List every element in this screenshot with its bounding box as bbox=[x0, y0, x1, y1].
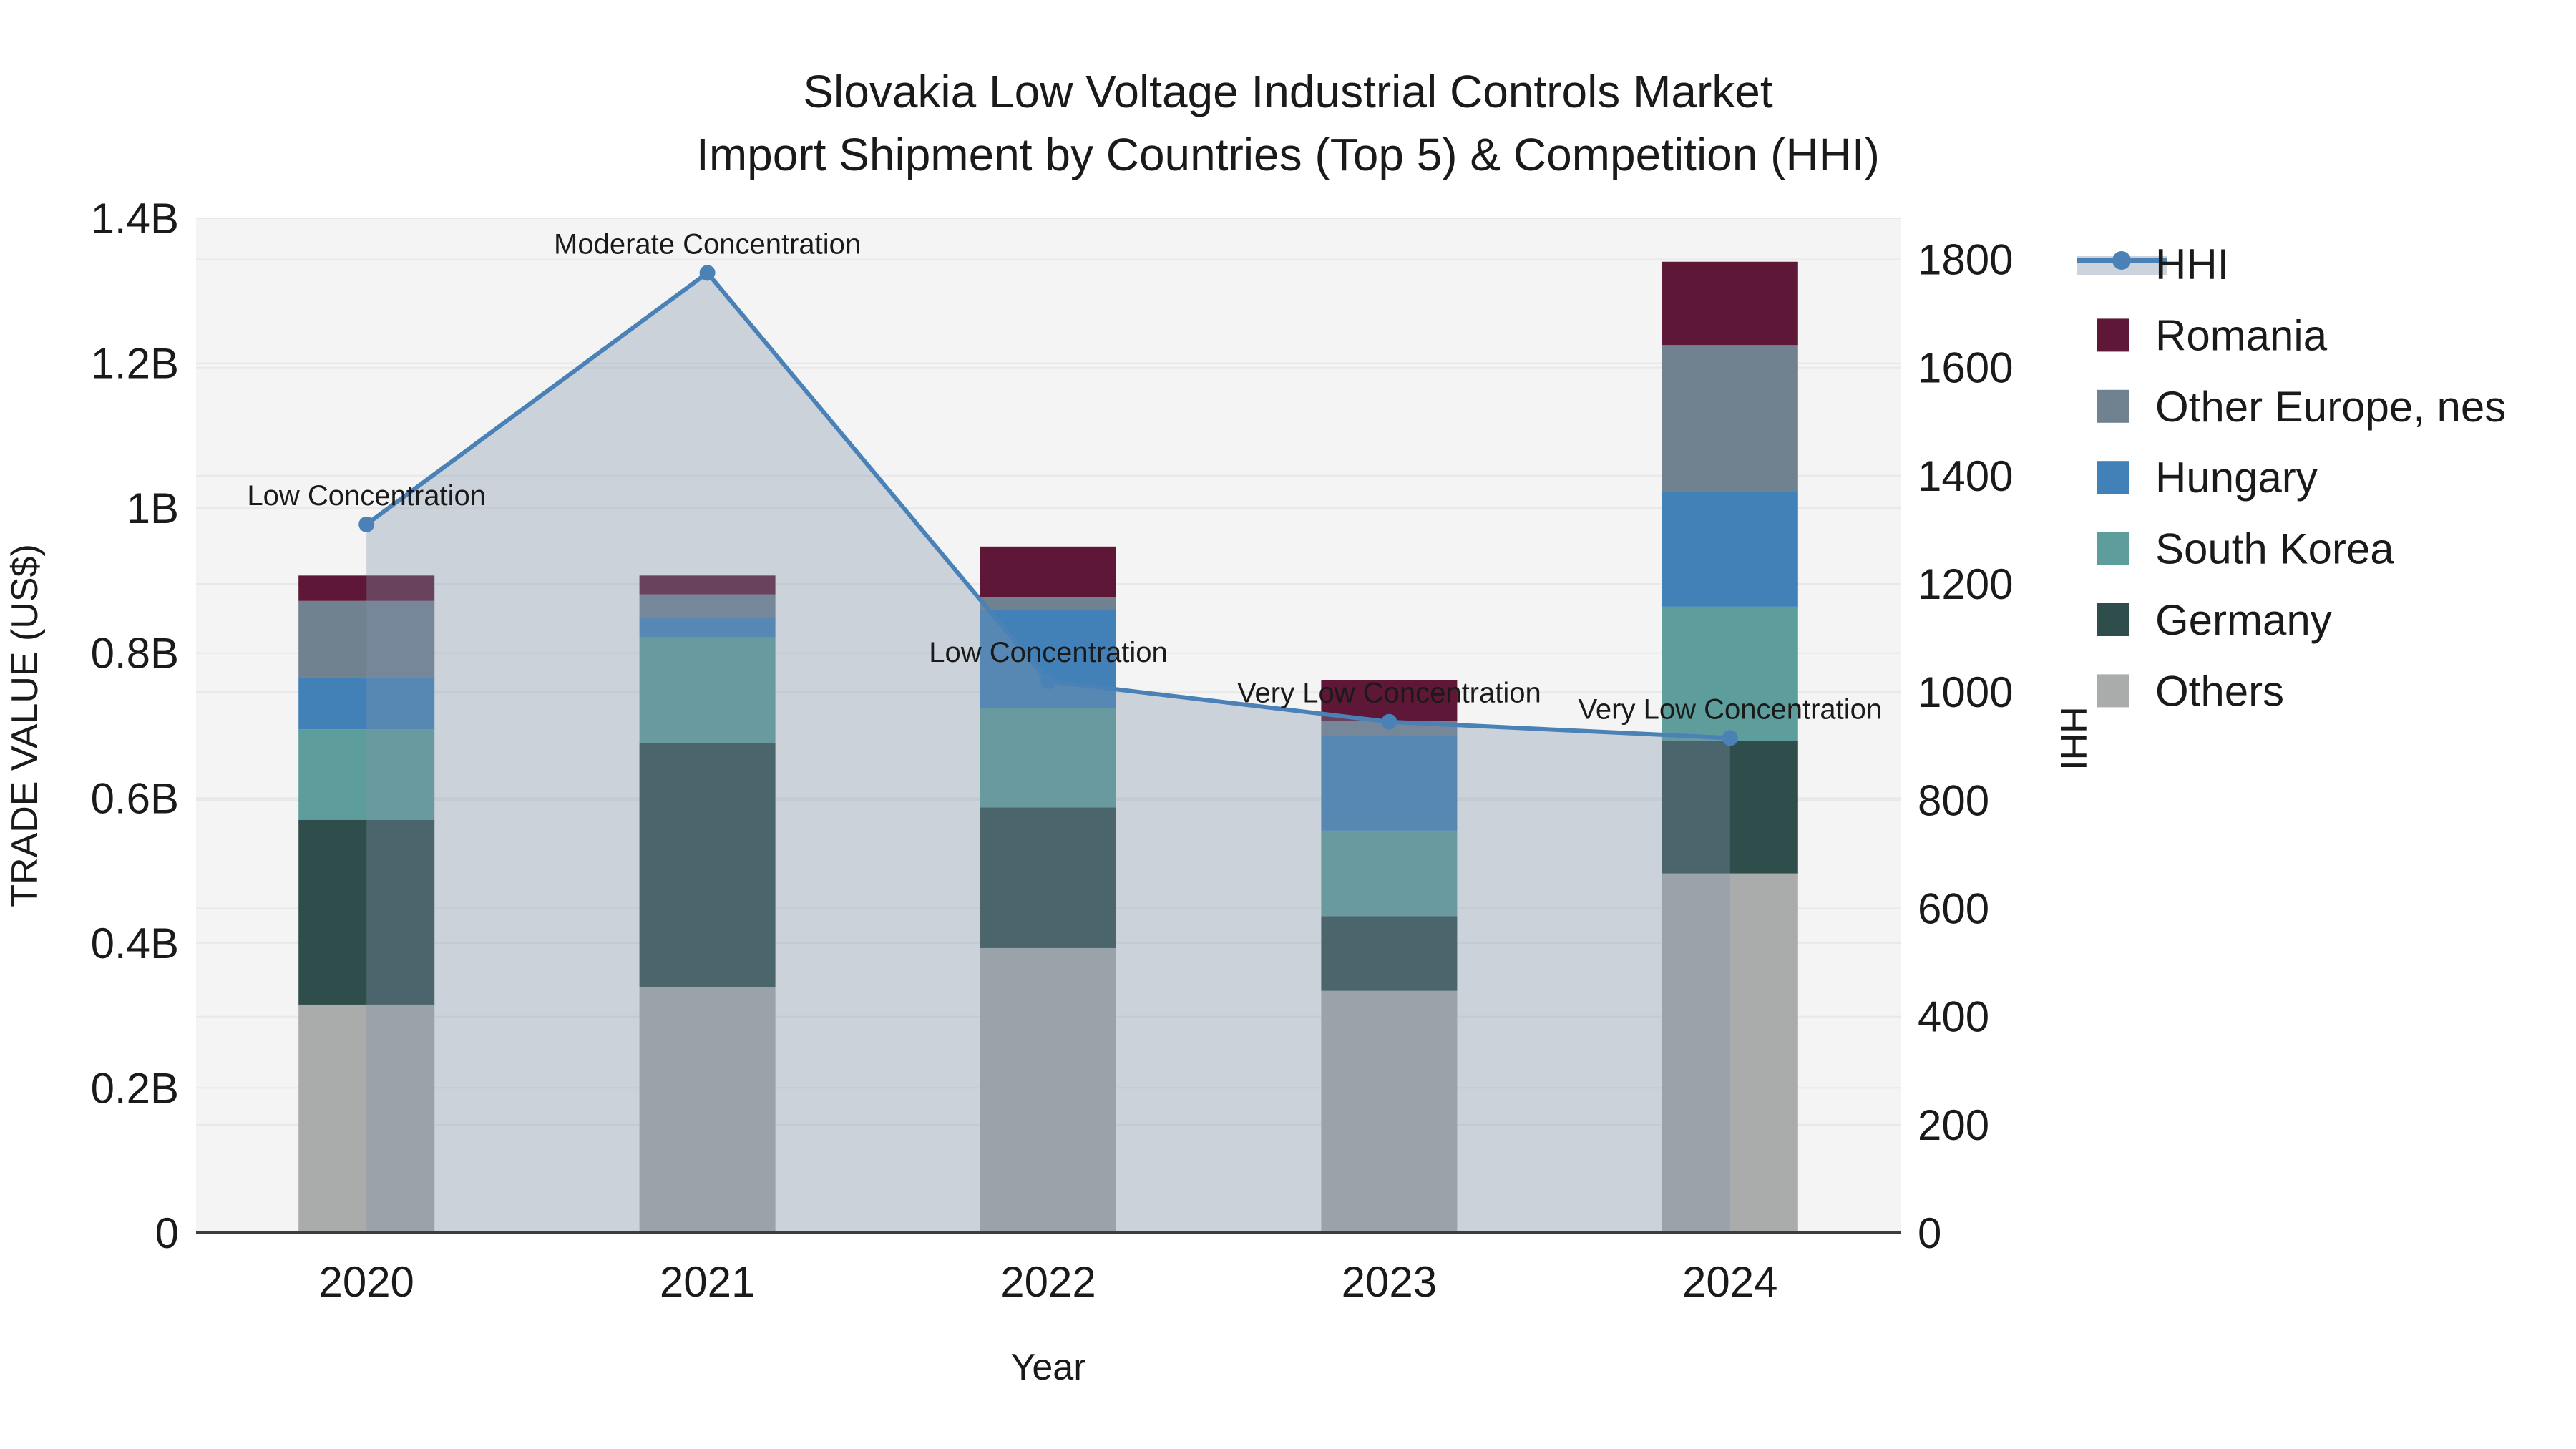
legend-swatch-Romania bbox=[2097, 318, 2129, 352]
x-tick-2024: 2024 bbox=[1682, 1258, 1777, 1306]
annotation-2024: Very Low Concentration bbox=[1578, 693, 1882, 725]
legend-swatch-South Korea bbox=[2097, 532, 2129, 565]
y-left-tick-1.2B: 1.2B bbox=[91, 340, 179, 388]
bar-segment-2022-Others[interactable] bbox=[980, 947, 1116, 1233]
y-right-tick-800: 800 bbox=[1918, 776, 1989, 824]
legend-item-Other Europe, nes[interactable]: Other Europe, nes bbox=[2097, 383, 2506, 431]
bar-segment-2022-Other Europe, nes[interactable] bbox=[980, 597, 1116, 610]
legend-label-Other Europe, nes: Other Europe, nes bbox=[2155, 383, 2506, 431]
legend-swatch-Others bbox=[2097, 674, 2129, 708]
bar-segment-2024-Others[interactable] bbox=[1662, 873, 1798, 1233]
annotation-2023: Very Low Concentration bbox=[1237, 678, 1541, 709]
legend-item-Romania[interactable]: Romania bbox=[2097, 311, 2328, 359]
chart-title-line1: Slovakia Low Voltage Industrial Controls… bbox=[803, 66, 1773, 117]
bar-segment-2024-South Korea[interactable] bbox=[1662, 606, 1798, 741]
legend-swatch-Other Europe, nes bbox=[2097, 389, 2129, 423]
bar-segment-2020-Hungary[interactable] bbox=[298, 677, 435, 730]
y-right-tick-1400: 1400 bbox=[1918, 452, 2013, 500]
legend-item-South Korea[interactable]: South Korea bbox=[2097, 525, 2394, 573]
legend-label-Hungary: Hungary bbox=[2155, 454, 2318, 502]
stacked-bars bbox=[298, 261, 1798, 1233]
hhi-marker-2020[interactable] bbox=[358, 516, 375, 532]
chart-title-line2: Import Shipment by Countries (Top 5) & C… bbox=[696, 129, 1880, 180]
x-axis-title: Year bbox=[1010, 1347, 1085, 1388]
bar-segment-2023-Hungary[interactable] bbox=[1321, 736, 1458, 831]
legend-item-Others[interactable]: Others bbox=[2097, 667, 2284, 715]
hhi-line-group bbox=[358, 265, 1738, 746]
hhi-marker-2023[interactable] bbox=[1381, 713, 1397, 730]
y-right-tick-1800: 1800 bbox=[1918, 235, 2013, 283]
annotation-2020: Low Concentration bbox=[247, 480, 486, 512]
annotation-2021: Moderate Concentration bbox=[554, 228, 861, 260]
hhi-marker-2021[interactable] bbox=[699, 265, 716, 281]
bar-segment-2024-Romania[interactable] bbox=[1662, 261, 1798, 346]
legend-item-HHI[interactable]: HHI bbox=[2077, 240, 2229, 288]
legend-hhi-marker-icon bbox=[2112, 251, 2131, 270]
bar-segment-2020-Others[interactable] bbox=[298, 1004, 435, 1233]
y-right-tick-400: 400 bbox=[1918, 993, 1989, 1041]
hhi-area-fill bbox=[366, 273, 1730, 1233]
y-right-axis-title: HHI bbox=[2052, 706, 2094, 771]
y-left-tick-1.4B: 1.4B bbox=[91, 195, 179, 243]
hhi-marker-2024[interactable] bbox=[1722, 730, 1738, 746]
legend-label-South Korea: South Korea bbox=[2155, 525, 2394, 573]
x-tick-2020: 2020 bbox=[318, 1258, 414, 1306]
legend-item-Hungary[interactable]: Hungary bbox=[2097, 454, 2318, 502]
bar-segment-2024-Germany[interactable] bbox=[1662, 741, 1798, 874]
bar-segment-2024-Hungary[interactable] bbox=[1662, 492, 1798, 607]
legend-label-Others: Others bbox=[2155, 667, 2284, 715]
bar-segment-2021-South Korea[interactable] bbox=[639, 637, 776, 743]
bar-segment-2021-Other Europe, nes[interactable] bbox=[639, 594, 776, 618]
y-right-tick-1200: 1200 bbox=[1918, 560, 2013, 608]
hhi-annotations: Low Concentration Moderate Concentration L… bbox=[247, 228, 1882, 725]
y-left-axis-title: TRADE VALUE (US$) bbox=[4, 544, 46, 907]
y-left-tick-1B: 1B bbox=[127, 484, 179, 532]
hhi-marker-2022[interactable] bbox=[1040, 673, 1056, 690]
bar-segment-2024-Other Europe, nes[interactable] bbox=[1662, 345, 1798, 492]
y-right-tick-200: 200 bbox=[1918, 1101, 1989, 1149]
bar-segment-2023-South Korea[interactable] bbox=[1321, 830, 1458, 917]
bar-segment-2022-Germany[interactable] bbox=[980, 807, 1116, 948]
legend-label-HHI: HHI bbox=[2155, 240, 2229, 288]
legend-swatch-Hungary bbox=[2097, 461, 2129, 494]
y-left-tick-0.4B: 0.4B bbox=[91, 919, 179, 967]
bar-segment-2022-Romania[interactable] bbox=[980, 546, 1116, 597]
bar-segment-2021-Romania[interactable] bbox=[639, 575, 776, 595]
y-left-tick-0.8B: 0.8B bbox=[91, 630, 179, 678]
bar-segment-2021-Others[interactable] bbox=[639, 987, 776, 1233]
bar-segment-2022-South Korea[interactable] bbox=[980, 708, 1116, 808]
legend: HHI Romania Other Europe, nes Hungary South … bbox=[2077, 240, 2506, 715]
bar-segment-2023-Others[interactable] bbox=[1321, 990, 1458, 1233]
bar-segment-2020-South Korea[interactable] bbox=[298, 729, 435, 820]
y-right-tick-1600: 1600 bbox=[1918, 344, 2013, 392]
x-tick-2021: 2021 bbox=[660, 1258, 755, 1306]
bar-segment-2021-Hungary[interactable] bbox=[639, 618, 776, 638]
legend-label-Germany: Germany bbox=[2155, 596, 2332, 644]
hhi-area bbox=[366, 273, 1730, 1233]
y-left-tick-0.6B: 0.6B bbox=[91, 774, 179, 822]
x-tick-2022: 2022 bbox=[1000, 1258, 1096, 1306]
legend-item-Germany[interactable]: Germany bbox=[2097, 596, 2332, 644]
bar-segment-2020-Other Europe, nes[interactable] bbox=[298, 600, 435, 678]
legend-swatch-Germany bbox=[2097, 603, 2129, 636]
axis-tick-labels: 0 0.2B 0.4B 0.6B 0.8B 1B 1.2B 1.4B 0 200 400 600 800… bbox=[91, 195, 2014, 1306]
bar-segment-2023-Germany[interactable] bbox=[1321, 916, 1458, 991]
y-left-tick-0: 0 bbox=[155, 1209, 179, 1257]
bar-segment-2020-Germany[interactable] bbox=[298, 819, 435, 1005]
y-left-tick-0.2B: 0.2B bbox=[91, 1064, 179, 1112]
y-right-tick-0: 0 bbox=[1918, 1209, 1941, 1257]
y-right-tick-1000: 1000 bbox=[1918, 668, 2013, 716]
y-right-tick-600: 600 bbox=[1918, 884, 1989, 932]
legend-label-Romania: Romania bbox=[2155, 311, 2328, 359]
x-tick-2023: 2023 bbox=[1342, 1258, 1437, 1306]
bar-segment-2020-Romania[interactable] bbox=[298, 575, 435, 601]
annotation-2022: Low Concentration bbox=[929, 637, 1168, 668]
bar-segment-2021-Germany[interactable] bbox=[639, 743, 776, 987]
